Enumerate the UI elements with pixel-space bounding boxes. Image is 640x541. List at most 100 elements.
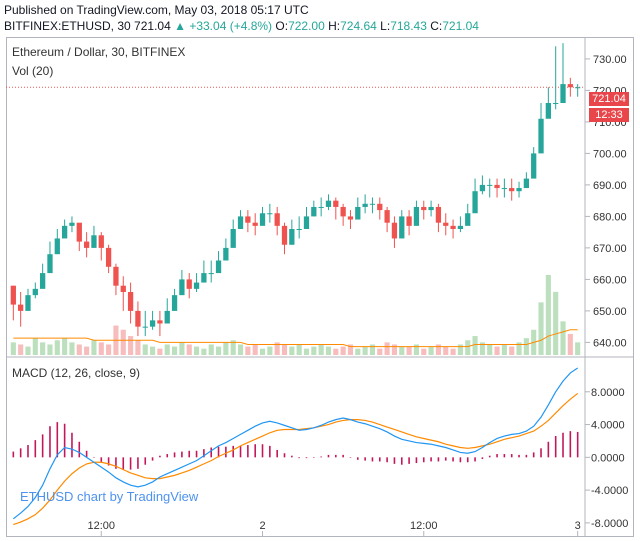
candle-body <box>245 216 251 223</box>
macd-histogram-bar <box>474 457 476 462</box>
ohlc-line: BITFINEX:ETHUSD, 30 721.04 ▲ +33.04 (+4.… <box>4 19 479 33</box>
volume-bar <box>91 340 97 355</box>
volume-bar <box>567 333 573 355</box>
volume-bar <box>340 346 346 355</box>
candle-body <box>472 191 478 214</box>
volume-bar <box>325 346 332 355</box>
macd-histogram-bar <box>100 457 103 463</box>
candle-body <box>289 229 295 245</box>
candle-body <box>531 153 537 179</box>
macd-histogram-bar <box>400 457 403 465</box>
volume-bar <box>215 346 222 355</box>
candle-body <box>450 225 456 229</box>
volume-bar <box>487 344 493 355</box>
macd-histogram-bar <box>122 457 125 470</box>
volume-bar <box>289 346 295 355</box>
macd-histogram-bar <box>34 440 37 458</box>
macd-histogram-bar <box>547 441 550 458</box>
candle-body <box>465 213 471 226</box>
volume-bar <box>509 346 515 355</box>
volume-bar <box>553 291 559 355</box>
macd-histogram-bar <box>181 451 183 458</box>
macd-histogram-bar <box>452 457 454 462</box>
volume-bar <box>391 344 398 355</box>
volume-bar <box>538 302 544 355</box>
macd-histogram-bar <box>496 454 498 458</box>
macd-histogram-bar <box>437 457 440 462</box>
candle-body <box>384 210 390 223</box>
candle-body <box>135 310 141 327</box>
volume-bar <box>362 346 368 355</box>
candle-body <box>157 320 163 324</box>
candle-body <box>575 87 581 89</box>
macd-histogram-bar <box>56 422 59 458</box>
macd-histogram-bar <box>151 457 154 461</box>
volume-bar <box>355 348 361 355</box>
low-value: 718.43 <box>390 19 427 33</box>
volume-bar <box>164 344 170 355</box>
candle-body <box>523 178 530 189</box>
volume-bar <box>472 336 478 355</box>
candle-body <box>83 241 90 248</box>
candle-body <box>501 188 508 190</box>
candle-body <box>252 222 258 226</box>
volume-bar <box>267 346 273 355</box>
volume-bar <box>245 346 251 355</box>
macd-histogram-bar <box>481 457 484 459</box>
volume-bar <box>406 346 412 355</box>
close-label: C: <box>430 19 443 33</box>
volume-bar <box>296 344 302 355</box>
volume-bar <box>457 344 463 355</box>
candle-body <box>413 206 420 226</box>
volume-bar <box>135 340 141 355</box>
volume-bar <box>84 346 90 355</box>
candle-body <box>340 206 346 217</box>
candle-body <box>179 279 185 296</box>
candle-body <box>259 213 266 226</box>
macd-histogram-bar <box>408 457 410 464</box>
volume-bar <box>479 342 485 355</box>
macd-histogram-bar <box>63 423 66 458</box>
candle-body <box>120 285 126 292</box>
candle-body <box>428 206 434 211</box>
candle-body <box>355 206 361 220</box>
volume-bar <box>18 344 24 355</box>
open-value: 722.00 <box>288 19 325 33</box>
price-tick-label: 660.00 <box>593 274 627 286</box>
volume-bar <box>523 338 529 355</box>
volume-bar <box>399 346 405 355</box>
macd-histogram-bar <box>305 457 308 459</box>
macd-histogram-bar <box>562 432 564 458</box>
volume-ma-line <box>13 329 578 348</box>
volume-bar <box>10 342 16 355</box>
macd-histogram-bar <box>107 457 110 466</box>
macd-histogram-bar <box>210 447 213 458</box>
candle-body <box>25 295 31 311</box>
candle-body <box>61 225 68 239</box>
candle-body <box>479 184 486 192</box>
candle-body <box>435 206 442 223</box>
volume-bar <box>193 346 200 355</box>
candle-body <box>47 254 53 274</box>
candle-body <box>509 188 515 192</box>
volume-bar <box>347 344 354 355</box>
volume-bar <box>494 346 500 355</box>
macd-histogram-bar <box>269 445 271 458</box>
volume-bar <box>318 344 324 355</box>
macd-histogram-bar <box>49 426 51 458</box>
watermark-text: ETHUSD chart by TradingView <box>20 489 199 504</box>
volume-bar <box>150 346 156 355</box>
volume-bar <box>172 346 178 355</box>
volume-bar <box>76 344 82 355</box>
macd-histogram-bar <box>298 457 300 459</box>
macd-tick-label: -4.0000 <box>591 485 628 497</box>
volume-bar <box>274 342 280 355</box>
volume-bar <box>421 348 427 355</box>
macd-histogram-bar <box>173 452 176 458</box>
macd-histogram-bar <box>386 457 388 463</box>
price-tick-label: 640.00 <box>593 337 627 349</box>
candle-body <box>237 216 244 229</box>
time-tick-label: 12:00 <box>410 520 438 532</box>
volume-bar <box>435 344 441 355</box>
